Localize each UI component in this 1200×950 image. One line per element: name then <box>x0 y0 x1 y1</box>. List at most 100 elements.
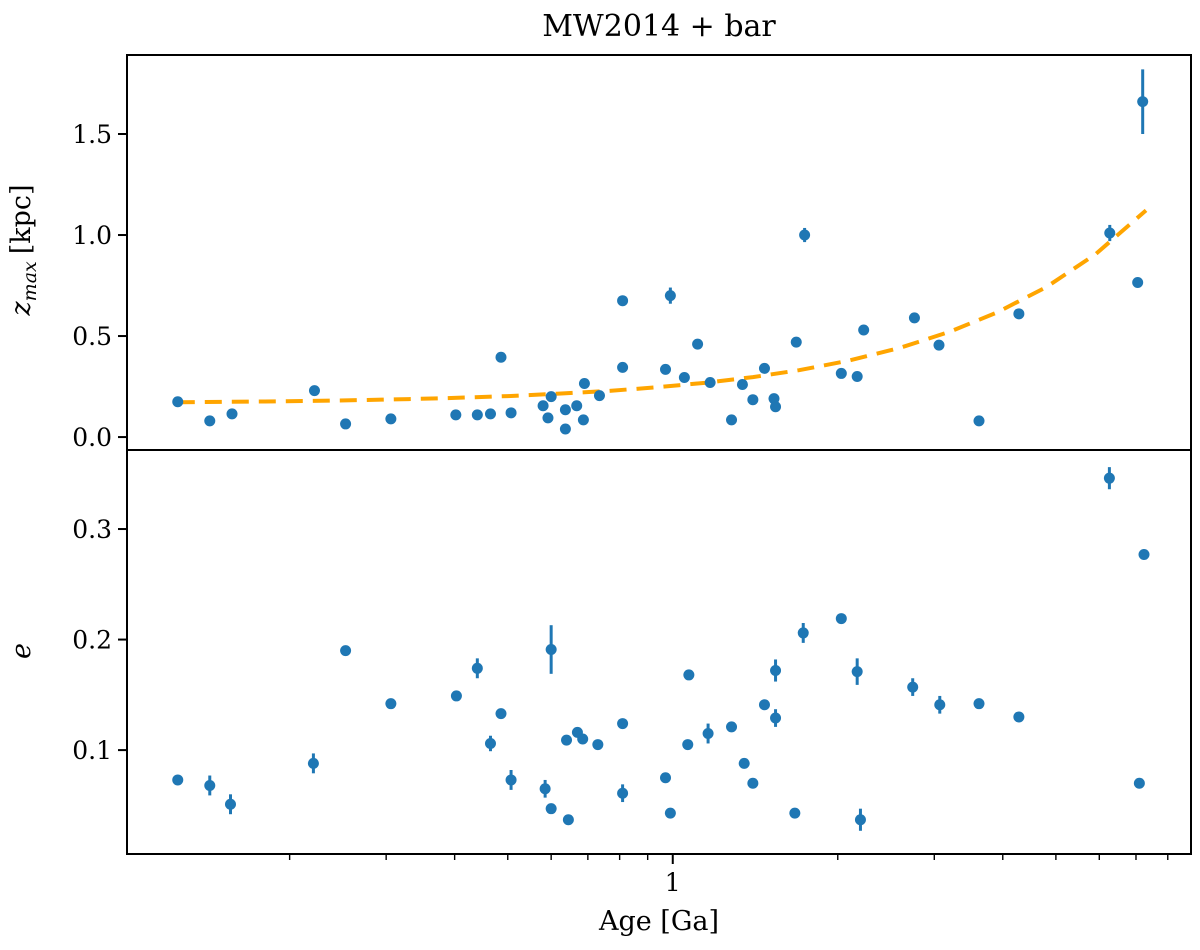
data-point <box>226 408 238 420</box>
data-point <box>577 414 589 426</box>
y-tick-label: 0.5 <box>72 322 112 351</box>
top-y-axis-label: zmax[kpc] <box>6 184 41 316</box>
y-tick-label: 0.2 <box>72 625 112 654</box>
data-point <box>726 414 738 426</box>
data-point <box>308 385 320 397</box>
data-point <box>683 669 695 681</box>
data-point <box>973 698 985 710</box>
data-point <box>736 379 748 391</box>
data-point <box>678 371 690 383</box>
data-point <box>617 787 629 799</box>
data-point <box>1013 711 1025 723</box>
data-point <box>789 807 801 819</box>
data-point <box>799 229 811 241</box>
data-point <box>738 757 750 769</box>
data-point <box>835 367 847 379</box>
data-point <box>704 377 716 389</box>
data-point <box>770 665 782 677</box>
data-point <box>682 739 694 751</box>
data-point <box>770 401 782 413</box>
x-axis-label: Age [Ga] <box>598 906 719 937</box>
data-point <box>172 396 184 408</box>
data-point <box>770 712 782 724</box>
data-point <box>1013 308 1025 320</box>
data-point <box>450 409 462 421</box>
y-tick-label: 1.0 <box>72 221 112 250</box>
data-point <box>664 290 676 302</box>
data-point <box>747 394 759 406</box>
data-point <box>702 728 714 740</box>
panel-border <box>126 54 1192 451</box>
data-point <box>758 699 770 711</box>
data-point <box>484 408 496 420</box>
data-point <box>617 718 629 730</box>
data-point <box>542 412 554 424</box>
data-point <box>471 409 483 421</box>
data-point <box>204 779 216 791</box>
data-point <box>660 772 672 784</box>
data-point <box>851 370 863 382</box>
data-point <box>559 423 571 435</box>
data-point <box>545 644 557 656</box>
data-point <box>545 803 557 815</box>
data-point <box>385 413 397 425</box>
data-point <box>539 783 551 795</box>
data-point <box>858 324 870 336</box>
data-point <box>172 774 184 786</box>
data-point <box>726 721 738 733</box>
data-point <box>664 807 676 819</box>
data-point <box>1103 472 1115 484</box>
data-point <box>224 798 236 810</box>
data-point <box>1132 277 1144 289</box>
data-point <box>307 757 319 769</box>
data-point <box>537 400 549 412</box>
data-point <box>545 391 557 403</box>
chart-title: MW2014 + bar <box>542 9 776 44</box>
data-point <box>933 339 945 351</box>
data-point <box>934 699 946 711</box>
data-point <box>758 362 770 374</box>
data-point <box>747 777 759 789</box>
y-tick-label: 1.5 <box>72 120 112 149</box>
data-point <box>578 378 590 390</box>
data-point <box>1137 96 1149 108</box>
data-point <box>907 681 919 693</box>
bottom-y-axis-label: e <box>6 643 37 659</box>
data-point <box>1133 777 1145 789</box>
data-point <box>562 814 574 826</box>
data-point <box>495 351 507 363</box>
data-point <box>204 415 216 427</box>
data-point <box>790 336 802 348</box>
data-point <box>617 295 629 307</box>
data-point <box>577 733 589 745</box>
panel-border <box>126 449 1192 855</box>
data-point <box>571 400 583 412</box>
data-point <box>495 708 507 720</box>
y-tick-label: 0.3 <box>72 515 112 544</box>
x-tick-label: 1 <box>665 868 681 897</box>
data-point <box>484 737 496 749</box>
data-point <box>617 361 629 373</box>
data-point <box>559 404 571 416</box>
data-point <box>505 407 517 419</box>
data-point <box>1138 548 1150 560</box>
data-point <box>692 338 704 350</box>
data-point <box>1104 227 1116 239</box>
data-point <box>797 627 809 639</box>
data-point <box>561 734 573 746</box>
data-point <box>385 698 397 710</box>
data-point <box>851 666 863 678</box>
data-point <box>450 690 462 702</box>
data-point <box>908 312 920 324</box>
data-point <box>505 774 517 786</box>
trend-line <box>177 208 1148 405</box>
plot-layer: 1 0.0 0.5 1.0 1.5 0.1 0.2 0.3 <box>72 54 1192 897</box>
data-point <box>340 645 352 657</box>
data-point <box>835 613 847 625</box>
data-point <box>593 390 605 402</box>
data-point <box>973 415 985 427</box>
data-point <box>660 363 672 375</box>
y-tick-label: 0.1 <box>72 736 112 765</box>
